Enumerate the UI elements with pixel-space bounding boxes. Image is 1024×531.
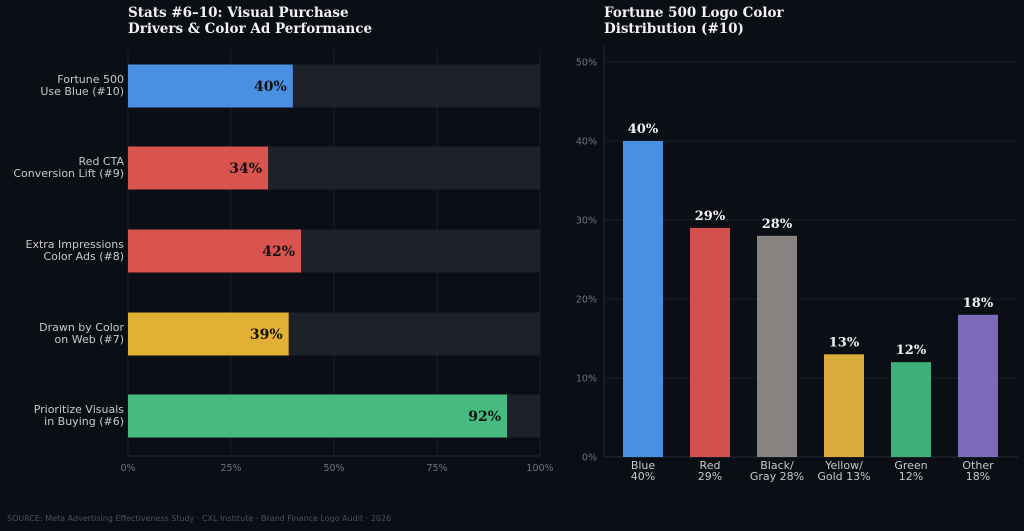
category-label: Drawn by Color on Web (#7) [39, 321, 124, 346]
category-label: Prioritize Visuals in Buying (#6) [34, 403, 125, 428]
bar-value-label: 34% [229, 161, 262, 177]
bar-value-label: 12% [896, 343, 927, 358]
category-label: Blue 40% [631, 459, 656, 483]
bar [958, 314, 998, 457]
right-chart-title: Fortune 500 Logo Color Distribution (#10… [604, 5, 784, 37]
bar [128, 312, 289, 356]
category-label: Black/Gray 28% [750, 459, 804, 483]
category-label: Other 18% [962, 459, 994, 483]
bar [128, 229, 302, 273]
bar-value-label: 29% [695, 209, 726, 224]
bar-value-label: 18% [963, 296, 994, 311]
x-tick-label: 75% [426, 463, 447, 474]
left-chart-title: Stats #6–10: Visual Purchase Drivers & C… [128, 5, 373, 37]
vertical-bar-chart: 0% 10% 20% 30% 40% 50% 40% Blue 40% 29% Red 29% 28% B… [576, 45, 1018, 483]
x-tick-label: 50% [323, 463, 344, 474]
bar [128, 146, 269, 190]
source-note: SOURCE: Meta Advertising Effectiveness S… [7, 514, 392, 523]
category-label: Green 12% [894, 459, 927, 483]
y-tick-label: 50% [576, 58, 597, 69]
category-label: Red CTA Conversion Lift (#9) [13, 155, 124, 180]
bar-value-label: 39% [250, 327, 283, 343]
category-label: Extra Impressions Color Ads (#8) [26, 238, 125, 263]
bar-value-label: 28% [762, 217, 793, 232]
horizontal-bar-chart: 0% 25% 50% 75% 100% 40% Fortune 500 Use Blue (#… [13, 50, 554, 474]
bar [690, 227, 730, 457]
y-tick-label: 30% [576, 216, 597, 227]
x-tick-label: 0% [120, 463, 135, 474]
y-tick-label: 20% [576, 295, 597, 306]
category-label: Yellow/Gold 13% [817, 459, 870, 483]
bar-value-label: 40% [254, 79, 287, 95]
y-tick-label: 0% [582, 453, 597, 464]
y-tick-label: 40% [576, 137, 597, 148]
x-tick-label: 100% [526, 463, 553, 474]
category-label: Fortune 500 Use Blue (#10) [40, 73, 124, 98]
bar [891, 362, 931, 457]
bar-value-label: 40% [628, 122, 659, 137]
bar [757, 235, 797, 457]
category-label: Red 29% [698, 459, 722, 483]
bar-value-label: 13% [829, 335, 860, 350]
y-tick-label: 10% [576, 374, 597, 385]
bar [824, 354, 864, 457]
bar [128, 394, 508, 438]
bar-value-label: 42% [262, 244, 295, 260]
x-tick-label: 25% [220, 463, 241, 474]
bar [128, 64, 293, 108]
bar-value-label: 92% [468, 409, 501, 425]
bar [623, 141, 663, 457]
